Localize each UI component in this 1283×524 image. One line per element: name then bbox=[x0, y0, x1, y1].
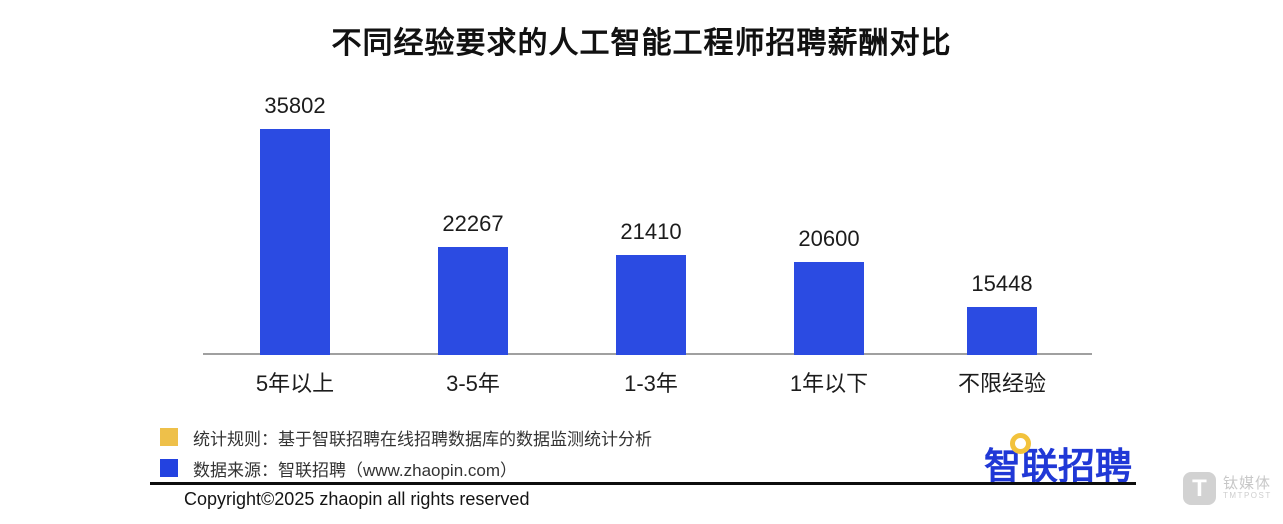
legend-swatch-icon bbox=[160, 459, 178, 477]
x-axis-label: 3-5年 bbox=[446, 371, 500, 396]
bar-value-label: 21410 bbox=[620, 219, 682, 244]
bar-chart: 35802 22267 21410 20600 15448 bbox=[203, 93, 1092, 355]
legend-swatch-icon bbox=[160, 428, 178, 446]
legend-row-1: 数据来源：智联招聘（www.zhaopin.com） bbox=[160, 457, 652, 480]
x-axis-label: 1-3年 bbox=[624, 371, 678, 396]
x-axis-label: 5年以上 bbox=[255, 371, 335, 396]
zhaopin-logo: 智联招聘 bbox=[984, 433, 1144, 487]
x-axis-label: 1年以下 bbox=[789, 371, 869, 396]
legend-row-0: 统计规则：基于智联招聘在线招聘数据库的数据监测统计分析 bbox=[160, 426, 652, 449]
copyright-text: Copyright©2025 zhaopin all rights reserv… bbox=[184, 489, 530, 509]
logo-ring-icon bbox=[1010, 433, 1031, 454]
tmtpost-cn-label: 钛媒体 bbox=[1223, 475, 1272, 492]
tmtpost-watermark: T 钛媒体 TMTPOST bbox=[1183, 472, 1272, 505]
tmtpost-labels: 钛媒体 TMTPOST bbox=[1223, 476, 1272, 501]
footer-divider bbox=[150, 482, 1136, 485]
chart-title: 不同经验要求的人工智能工程师招聘薪酬对比 bbox=[331, 27, 952, 60]
bar-value-label: 15448 bbox=[971, 271, 1033, 296]
tmtpost-en-label: TMTPOST bbox=[1223, 491, 1272, 500]
bar-value-label: 22267 bbox=[442, 211, 504, 236]
legend-note-text: 数据来源：智联招聘（www.zhaopin.com） bbox=[193, 460, 518, 480]
bar-1-3年 bbox=[616, 255, 686, 355]
legend-note-text: 统计规则：基于智联招聘在线招聘数据库的数据监测统计分析 bbox=[193, 429, 652, 449]
bar-5年以上 bbox=[260, 129, 330, 355]
bar-不限经验 bbox=[967, 307, 1037, 355]
bar-1年以下 bbox=[794, 262, 864, 355]
tmtpost-logo-icon: T bbox=[1183, 472, 1216, 505]
zhaopin-logo-text: 智联招聘 bbox=[984, 446, 1132, 487]
x-axis-label: 不限经验 bbox=[957, 371, 1046, 396]
bar-value-label: 20600 bbox=[798, 226, 860, 251]
legend: 统计规则：基于智联招聘在线招聘数据库的数据监测统计分析 数据来源：智联招聘（www… bbox=[160, 426, 652, 488]
bar-value-label: 35802 bbox=[264, 93, 326, 118]
bar-3-5年 bbox=[438, 247, 508, 355]
